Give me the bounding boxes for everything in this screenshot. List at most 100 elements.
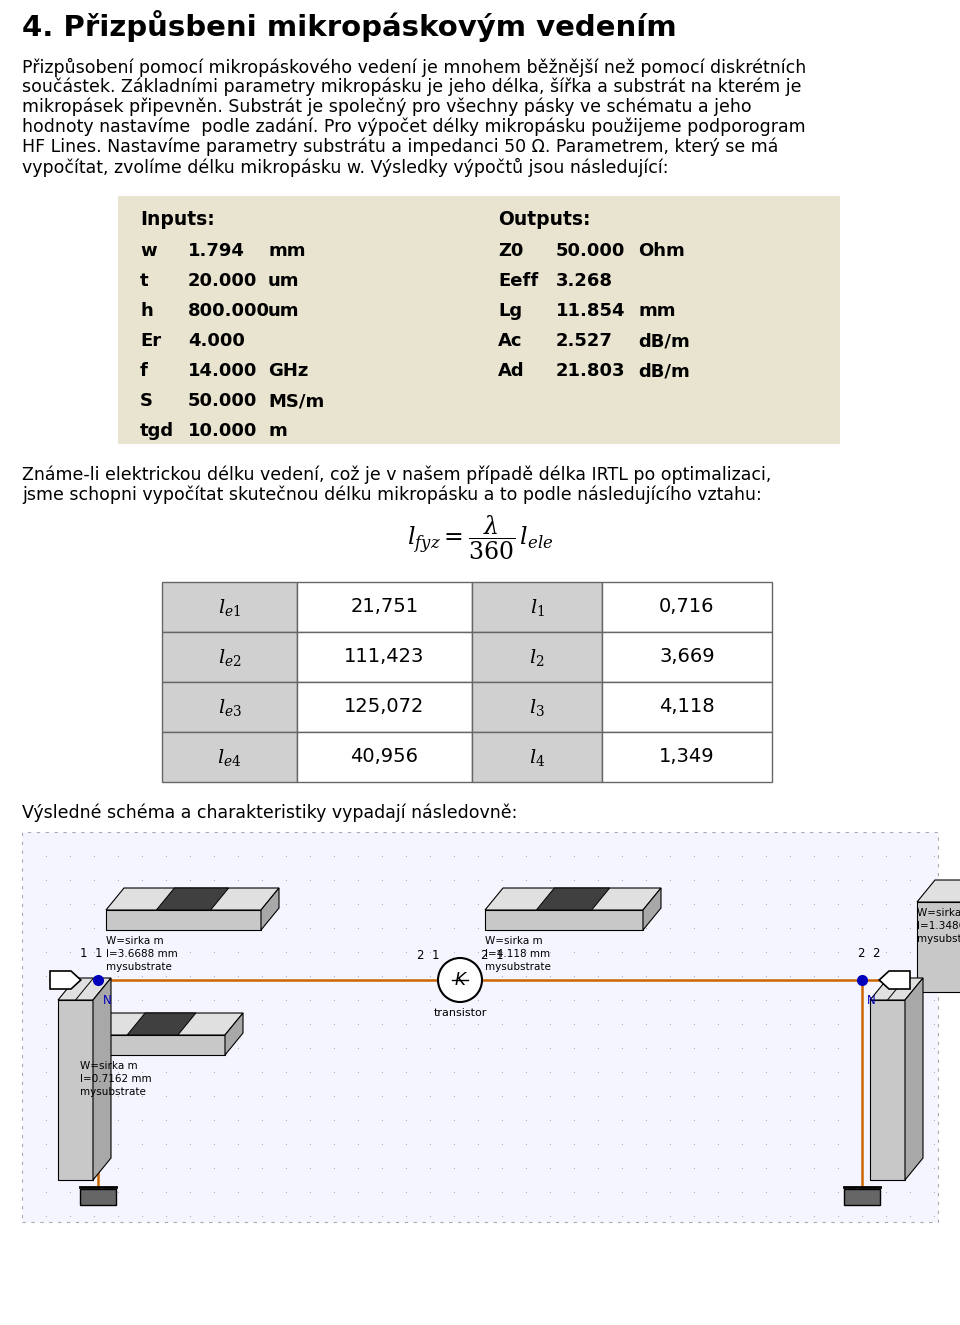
Text: 21.803: 21.803 bbox=[556, 362, 626, 380]
Text: Známe-li elektrickou délku vedení, což je v našem případě délka IRTL po optimali: Známe-li elektrickou délku vedení, což j… bbox=[22, 466, 772, 485]
Text: Eeff: Eeff bbox=[498, 272, 539, 290]
Text: 4,118: 4,118 bbox=[660, 697, 715, 717]
Text: 4.000: 4.000 bbox=[188, 333, 245, 350]
Text: 2  1: 2 1 bbox=[481, 949, 503, 962]
Text: 20.000: 20.000 bbox=[188, 272, 257, 290]
Text: 50.000: 50.000 bbox=[556, 242, 625, 260]
Text: Inputs:: Inputs: bbox=[140, 209, 215, 229]
Bar bbox=[602, 632, 772, 682]
Bar bbox=[602, 731, 772, 782]
Text: $l_{e2}$: $l_{e2}$ bbox=[218, 647, 241, 668]
Polygon shape bbox=[261, 888, 279, 930]
Text: součástek. Základními parametry mikropásku je jeho délka, šířka a substrát na kt: součástek. Základními parametry mikropás… bbox=[22, 78, 802, 97]
Polygon shape bbox=[870, 978, 923, 1000]
Text: 2  2: 2 2 bbox=[857, 947, 880, 961]
Text: 125,072: 125,072 bbox=[345, 697, 424, 717]
Text: W=sirka m: W=sirka m bbox=[485, 935, 542, 946]
Text: 1.794: 1.794 bbox=[188, 242, 245, 260]
Text: GHz: GHz bbox=[268, 362, 308, 380]
Text: Ac: Ac bbox=[498, 333, 522, 350]
Circle shape bbox=[438, 958, 482, 1002]
Text: mysubstrate: mysubstrate bbox=[917, 934, 960, 943]
Text: transistor: transistor bbox=[433, 1008, 487, 1018]
Text: 11.854: 11.854 bbox=[556, 302, 626, 321]
Polygon shape bbox=[58, 978, 111, 1000]
Polygon shape bbox=[887, 978, 905, 1000]
Text: $l_{fyz} = \dfrac{\lambda}{360}\,l_{ele}$: $l_{fyz} = \dfrac{\lambda}{360}\,l_{ele}… bbox=[407, 514, 553, 562]
Text: 4. Přizpůsbeni mikropáskovým vedením: 4. Přizpůsbeni mikropáskovým vedením bbox=[22, 11, 677, 42]
Text: mysubstrate: mysubstrate bbox=[106, 962, 172, 973]
Text: $l_4$: $l_4$ bbox=[529, 746, 545, 767]
Text: 1,349: 1,349 bbox=[660, 747, 715, 766]
Text: l=4.118 mm: l=4.118 mm bbox=[485, 949, 550, 959]
Text: mikropásek připevněn. Substrát je společný pro všechny pásky ve schématu a jeho: mikropásek připevněn. Substrát je společ… bbox=[22, 98, 752, 117]
Text: um: um bbox=[268, 272, 300, 290]
Polygon shape bbox=[156, 888, 228, 910]
Polygon shape bbox=[106, 888, 279, 910]
Bar bbox=[297, 632, 472, 682]
Text: vypočítat, zvolíme délku mikropásku w. Výsledky výpočtů jsou následující:: vypočítat, zvolíme délku mikropásku w. V… bbox=[22, 158, 668, 178]
Text: W=sirka m: W=sirka m bbox=[80, 1061, 137, 1071]
Bar bbox=[80, 1189, 116, 1204]
Bar bbox=[22, 832, 938, 1222]
Text: mm: mm bbox=[268, 242, 305, 260]
Text: 10.000: 10.000 bbox=[188, 421, 257, 440]
Text: f: f bbox=[140, 362, 148, 380]
Text: 40,956: 40,956 bbox=[350, 747, 419, 766]
Text: $l_2$: $l_2$ bbox=[529, 647, 544, 668]
Text: mysubstrate: mysubstrate bbox=[485, 962, 551, 973]
Text: Lg: Lg bbox=[498, 302, 522, 321]
Bar bbox=[472, 632, 602, 682]
Text: Výsledné schéma a charakteristiky vypadají následovně:: Výsledné schéma a charakteristiky vypada… bbox=[22, 804, 517, 823]
Bar bbox=[162, 731, 297, 782]
Polygon shape bbox=[127, 1014, 196, 1035]
Text: N: N bbox=[103, 994, 111, 1007]
Text: N: N bbox=[867, 994, 876, 1007]
Text: dB/m: dB/m bbox=[638, 333, 689, 350]
Text: t: t bbox=[140, 272, 149, 290]
Polygon shape bbox=[879, 971, 910, 988]
Text: $l_{e4}$: $l_{e4}$ bbox=[217, 746, 242, 767]
Bar bbox=[162, 632, 297, 682]
Text: 50.000: 50.000 bbox=[188, 392, 257, 409]
Polygon shape bbox=[225, 1014, 243, 1055]
Text: mm: mm bbox=[638, 302, 676, 321]
Bar bbox=[297, 682, 472, 731]
Bar bbox=[602, 582, 772, 632]
Bar bbox=[162, 582, 297, 632]
Text: 111,423: 111,423 bbox=[345, 648, 424, 666]
Text: W=sirka m: W=sirka m bbox=[106, 935, 163, 946]
Text: m: m bbox=[268, 421, 287, 440]
Text: jsme schopni vypočítat skutečnou délku mikropásku a to podle následujícího vztah: jsme schopni vypočítat skutečnou délku m… bbox=[22, 486, 761, 505]
Polygon shape bbox=[905, 978, 923, 1181]
Bar bbox=[602, 682, 772, 731]
Polygon shape bbox=[917, 880, 960, 902]
Text: hodnoty nastavíme  podle zadání. Pro výpočet délky mikropásku použijeme podporog: hodnoty nastavíme podle zadání. Pro výpo… bbox=[22, 118, 805, 136]
Text: $l_3$: $l_3$ bbox=[529, 697, 545, 718]
Text: K: K bbox=[455, 971, 466, 988]
Text: 2.527: 2.527 bbox=[556, 333, 612, 350]
Bar bbox=[472, 682, 602, 731]
Text: 1  1: 1 1 bbox=[80, 947, 103, 961]
Text: h: h bbox=[140, 302, 153, 321]
Text: 21,751: 21,751 bbox=[350, 598, 419, 616]
Text: 3,669: 3,669 bbox=[660, 648, 715, 666]
Bar bbox=[297, 582, 472, 632]
Text: dB/m: dB/m bbox=[638, 362, 689, 380]
Polygon shape bbox=[58, 1000, 93, 1181]
Text: Z0: Z0 bbox=[498, 242, 523, 260]
Polygon shape bbox=[870, 1000, 905, 1181]
Text: w: w bbox=[140, 242, 156, 260]
Bar bbox=[472, 731, 602, 782]
Text: Přizpůsobení pomocí mikropáskového vedení je mnohem běžnější než pomocí diskrétn: Přizpůsobení pomocí mikropáskového veden… bbox=[22, 58, 806, 77]
Text: Er: Er bbox=[140, 333, 161, 350]
Text: 0,716: 0,716 bbox=[660, 598, 715, 616]
Text: Ohm: Ohm bbox=[638, 242, 684, 260]
Text: HF Lines. Nastavíme parametry substrátu a impedanci 50 Ω. Parametrem, který se m: HF Lines. Nastavíme parametry substrátu … bbox=[22, 138, 779, 156]
Polygon shape bbox=[485, 888, 661, 910]
Polygon shape bbox=[485, 910, 643, 930]
Text: l=0.7162 mm: l=0.7162 mm bbox=[80, 1075, 152, 1084]
Polygon shape bbox=[80, 1014, 243, 1035]
Polygon shape bbox=[106, 910, 261, 930]
Polygon shape bbox=[50, 971, 81, 988]
